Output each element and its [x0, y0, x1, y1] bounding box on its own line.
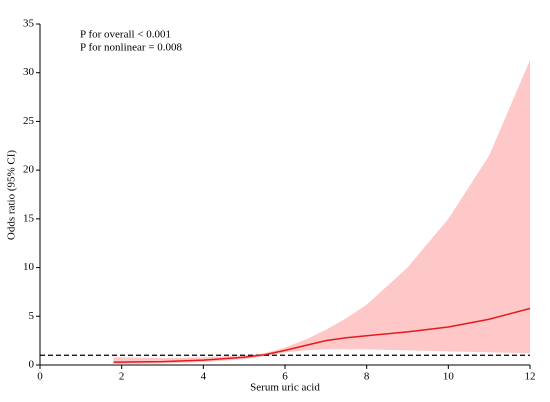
y-tick-label: 35 — [23, 18, 35, 30]
ci-band — [113, 60, 530, 365]
x-tick-label: 8 — [364, 371, 370, 383]
x-tick-label: 4 — [201, 371, 207, 383]
x-tick-label: 2 — [119, 371, 125, 383]
annotation: P for overall < 0.001 — [80, 29, 171, 41]
x-tick-label: 0 — [37, 371, 43, 383]
y-tick-label: 5 — [29, 310, 35, 322]
y-tick-label: 30 — [23, 66, 35, 78]
x-tick-label: 6 — [282, 371, 288, 383]
or-line — [113, 307, 531, 363]
y-tick-label: 15 — [23, 212, 35, 224]
x-tick-label: 10 — [443, 371, 455, 383]
y-tick-label: 25 — [23, 115, 35, 127]
y-tick-label: 10 — [23, 261, 35, 273]
y-axis-label: Odds ratio (95% CI) — [6, 150, 18, 240]
y-tick-label: 20 — [23, 164, 35, 176]
x-axis-label: Serum uric acid — [250, 382, 320, 394]
y-tick-label: 0 — [29, 359, 35, 371]
x-tick-label: 12 — [525, 371, 536, 383]
annotation: P for nonlinear = 0.008 — [80, 42, 183, 54]
